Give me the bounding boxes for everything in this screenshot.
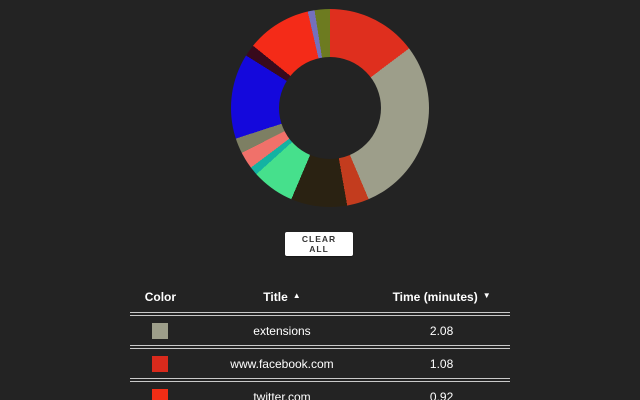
table-row: extensions 2.08 — [130, 315, 510, 346]
title-header-label: Title — [263, 289, 288, 304]
clear-all-button[interactable]: CLEAR ALL — [285, 232, 353, 256]
column-header-time[interactable]: Time (minutes) ▼ — [373, 290, 510, 304]
sites-table: Color Title ▲ Time (minutes) ▼ extension… — [130, 281, 510, 400]
time-header-label: Time (minutes) — [392, 289, 478, 304]
sort-desc-icon: ▼ — [482, 291, 491, 300]
site-title: extensions — [253, 323, 311, 338]
site-time: 2.08 — [429, 323, 454, 338]
site-title: www.facebook.com — [230, 356, 334, 371]
site-title: twitter.com — [253, 389, 311, 400]
table-row: www.facebook.com 1.08 — [130, 348, 510, 379]
color-swatch — [152, 388, 169, 400]
table-row: twitter.com 0.92 — [130, 381, 510, 400]
color-swatch — [152, 355, 169, 372]
donut-hole — [279, 57, 381, 159]
column-header-color[interactable]: Color — [130, 290, 191, 304]
site-time: 1.08 — [429, 356, 454, 371]
time-donut-chart[interactable] — [231, 9, 429, 207]
site-time: 0.92 — [429, 389, 454, 400]
color-swatch — [152, 322, 169, 339]
table-header-row: Color Title ▲ Time (minutes) ▼ — [130, 281, 510, 313]
sort-asc-icon: ▲ — [292, 291, 301, 300]
column-header-title[interactable]: Title ▲ — [191, 290, 373, 304]
color-header-label: Color — [144, 289, 177, 304]
